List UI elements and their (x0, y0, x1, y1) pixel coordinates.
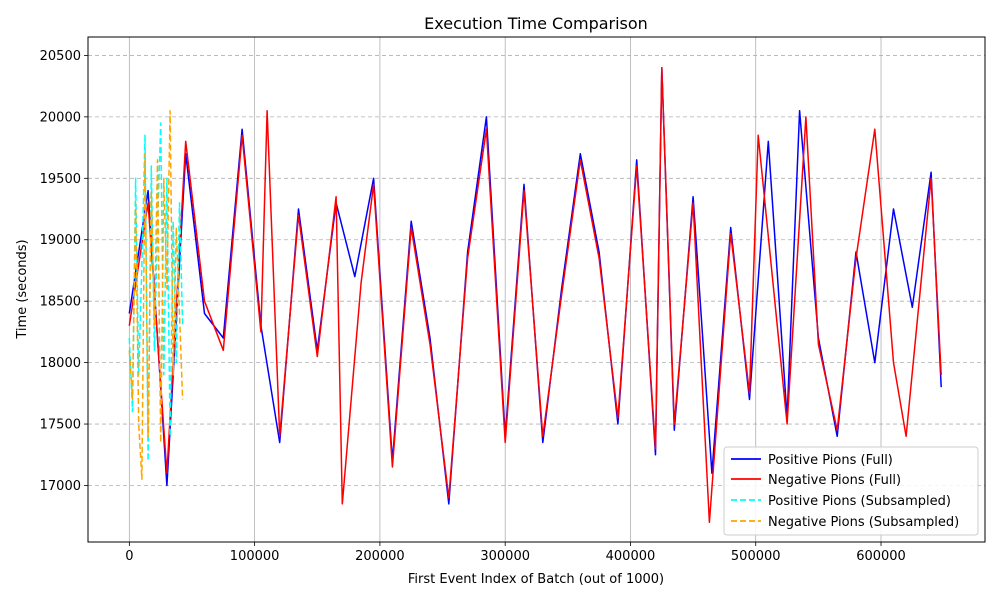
y-tick-label: 17500 (40, 418, 81, 433)
y-tick-label: 19000 (40, 233, 81, 248)
legend-label-negative-subsampled: Negative Pions (Subsampled) (768, 515, 959, 530)
x-tick-label: 100000 (230, 549, 280, 564)
x-axis-title: First Event Index of Batch (out of 1000) (408, 572, 664, 587)
x-axis-ticks: 0 100000 200000 300000 400000 500000 600000 (125, 542, 906, 564)
series-line-1 (128, 66, 942, 524)
legend-label-negative-full: Negative Pions (Full) (768, 473, 901, 488)
series-line-2 (128, 122, 184, 462)
y-tick-label: 19500 (40, 172, 81, 187)
series-line-3 (128, 109, 184, 481)
legend: Positive Pions (Full) Negative Pions (Fu… (723, 446, 979, 536)
x-tick-label: 600000 (856, 549, 906, 564)
y-tick-label: 20500 (40, 49, 81, 64)
y-tick-label: 18000 (40, 356, 81, 371)
plot-frame (87, 36, 986, 543)
y-tick-label: 18500 (40, 295, 81, 310)
chart-title: Execution Time Comparison (424, 14, 648, 33)
y-tick-label: 20000 (40, 110, 81, 125)
y-tick-label: 17000 (40, 479, 81, 494)
legend-label-positive-full: Positive Pions (Full) (768, 453, 893, 468)
y-axis-title: Time (seconds) (15, 239, 30, 339)
legend-box (723, 446, 979, 536)
x-tick-label: 200000 (355, 549, 405, 564)
x-tick-label: 400000 (606, 549, 656, 564)
x-tick-label: 500000 (731, 549, 781, 564)
series-layer (128, 66, 942, 524)
x-tick-label: 0 (125, 549, 133, 564)
y-axis-ticks: 17000 17500 18000 18500 19000 19500 20000 20500 (40, 49, 88, 494)
x-tick-label: 300000 (480, 549, 530, 564)
legend-label-positive-subsampled: Positive Pions (Subsampled) (768, 494, 951, 509)
